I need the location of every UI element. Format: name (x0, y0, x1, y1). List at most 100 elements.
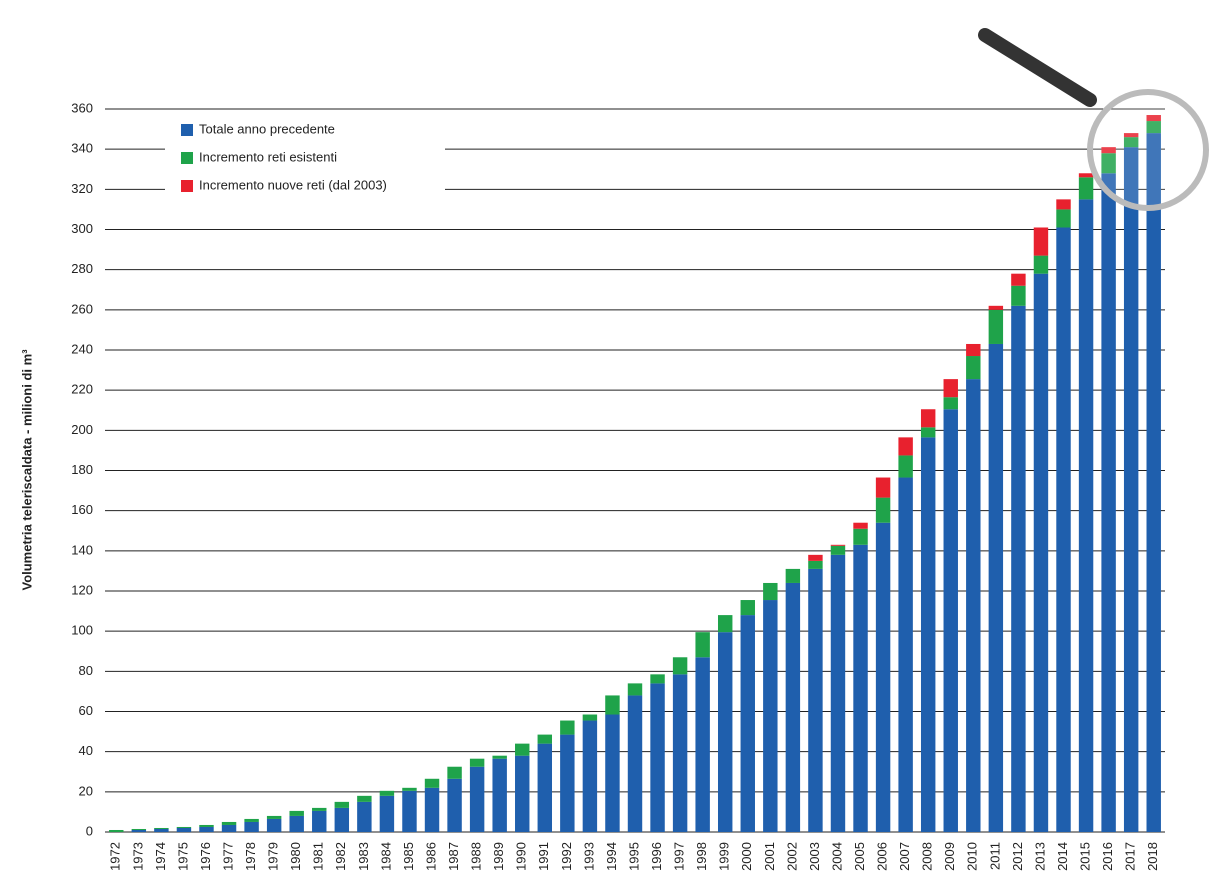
bar-segment (695, 632, 710, 658)
bar-segment (740, 615, 755, 832)
bar-segment (785, 568, 801, 583)
bar-segment (176, 826, 192, 828)
x-tick-label: 1994 (604, 842, 619, 871)
magnifier-handle (978, 28, 1097, 107)
x-tick-label: 2001 (762, 842, 777, 871)
x-tick-label: 2012 (1010, 842, 1025, 871)
bar-segment (131, 829, 147, 832)
bar-segment (334, 807, 350, 832)
bar-segment (808, 560, 823, 569)
bar-segment (1056, 209, 1071, 228)
bar-segment (1033, 227, 1049, 256)
bar-segment (988, 343, 1004, 832)
bar-segment (1101, 153, 1116, 174)
bar-segment (988, 309, 1004, 344)
bar-segment (1011, 273, 1026, 286)
bar-segment (650, 674, 665, 684)
bar-segment (830, 544, 846, 546)
bar-segment (650, 683, 665, 832)
x-tick-label: 1998 (694, 842, 709, 871)
x-tick-label: 2004 (829, 842, 844, 871)
x-tick-label: 2011 (987, 842, 1002, 870)
bar-segment (221, 821, 237, 825)
legend-background (165, 114, 445, 206)
bar-segment (199, 824, 214, 827)
y-tick-label: 320 (71, 181, 93, 196)
bar-segment (1101, 173, 1116, 832)
bar-segment (312, 810, 327, 832)
layer (109, 115, 1161, 833)
bar-segment (920, 427, 936, 438)
bar-segment (176, 827, 192, 832)
bar-segment (244, 818, 259, 822)
y-tick-label: 40 (79, 743, 93, 758)
bar-segment (312, 807, 327, 811)
bar-segment (357, 801, 372, 832)
bar-segment (560, 720, 575, 735)
bar-segment (109, 829, 124, 832)
x-tick-label: 1999 (717, 842, 732, 871)
bar-segment (1146, 115, 1161, 122)
x-tick-label: 1984 (378, 842, 393, 871)
bar-segment (695, 657, 710, 832)
bar-segment (943, 397, 958, 410)
x-tick-label: 1975 (175, 842, 190, 871)
bar-segment (808, 568, 823, 832)
bar-segment (1146, 121, 1161, 134)
bar-segment (379, 790, 395, 796)
y-tick-label: 340 (71, 141, 93, 156)
x-tick-label: 1977 (220, 842, 235, 871)
y-tick-label: 0 (86, 823, 93, 838)
x-tick-label: 1993 (581, 842, 596, 871)
bar-segment (154, 828, 169, 832)
bar-segment (605, 714, 620, 832)
x-tick-label: 1992 (559, 842, 574, 871)
legend-swatch (181, 152, 193, 164)
y-tick-label: 20 (79, 783, 93, 798)
bar-segment (898, 455, 913, 478)
bar-segment (1078, 173, 1094, 178)
bar-segment (717, 632, 733, 832)
x-tick-label: 1972 (108, 842, 123, 871)
bar-segment (199, 826, 214, 832)
bar-segment (943, 379, 958, 398)
bar-segment (492, 758, 507, 832)
bar-segment (920, 437, 936, 832)
bar-segment (627, 695, 643, 832)
bar-segment (1123, 147, 1139, 833)
bar-segment (537, 734, 553, 744)
y-tick-label: 280 (71, 261, 93, 276)
x-tick-label: 2017 (1123, 842, 1138, 871)
bar-segment (627, 683, 643, 696)
legend-swatch (181, 180, 193, 192)
bar-segment (1033, 255, 1049, 274)
x-tick-label: 2018 (1145, 842, 1160, 871)
bar-segment (740, 600, 755, 616)
layer (105, 108, 1165, 833)
bar-segment (515, 755, 530, 832)
x-tick-label: 2014 (1055, 842, 1070, 871)
bar-segment (469, 766, 485, 832)
bar-segment (1011, 285, 1026, 306)
x-tick-label: 1997 (672, 842, 687, 871)
legend-label: Incremento nuove reti (dal 2003) (199, 177, 387, 192)
bar-segment (266, 818, 282, 832)
y-tick-label: 260 (71, 301, 93, 316)
x-tick-label: 1989 (491, 842, 506, 871)
x-tick-label: 1991 (536, 842, 551, 871)
bar-segment (447, 778, 462, 832)
x-tick-label: 1974 (153, 842, 168, 871)
bar-segment (289, 815, 304, 832)
x-tick-label: 1976 (198, 842, 213, 871)
bar-segment (1123, 133, 1139, 138)
bar-segment (289, 810, 304, 816)
bar-segment (943, 409, 958, 832)
bar-segment (221, 824, 237, 832)
x-tick-label: 2002 (784, 842, 799, 871)
bar-segment (672, 674, 688, 832)
x-tick-label: 2008 (920, 842, 935, 871)
bar-segment (605, 695, 620, 715)
magnifier-lens (1087, 89, 1209, 211)
bar-segment (717, 615, 733, 633)
bar-segment (492, 755, 507, 759)
